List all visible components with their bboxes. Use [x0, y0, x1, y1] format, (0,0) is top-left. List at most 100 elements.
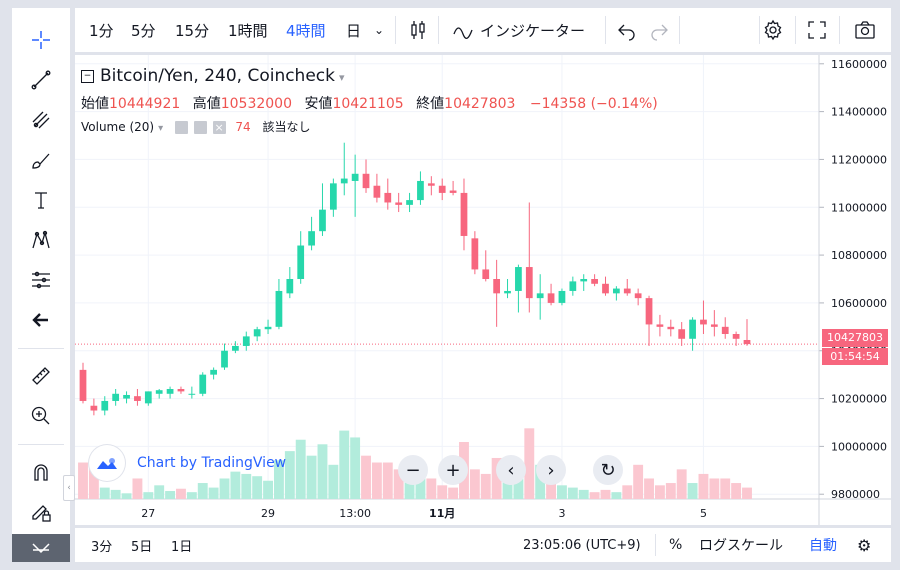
y-tick-label: 10600000 [831, 297, 887, 310]
candle-body [471, 238, 479, 270]
volume-bar [121, 493, 132, 499]
candle-body [264, 326, 272, 330]
candle-body [580, 279, 588, 282]
x-tick-label: 11月 [429, 507, 455, 520]
brush-tool-icon[interactable] [12, 142, 70, 178]
candle-body [417, 180, 424, 201]
volume-bar [567, 487, 578, 499]
camera-screenshot-icon[interactable] [853, 18, 877, 42]
candle-body [656, 324, 664, 327]
pitchfork-tool-icon[interactable] [12, 102, 70, 138]
zoom-in-icon[interactable] [12, 398, 70, 434]
volume-dropdown-icon[interactable]: ▾ [158, 123, 164, 134]
candle-body [340, 178, 348, 184]
interval-4h[interactable]: 4時間 [286, 21, 326, 40]
volume-bar [208, 487, 219, 499]
settings-gear-icon[interactable] [761, 18, 785, 42]
clock-timezone[interactable]: 23:05:06 (UTC+9) [523, 537, 641, 553]
volume-bar [622, 485, 633, 499]
range-3m[interactable]: 3分 [91, 539, 113, 555]
close-label: 終値 [416, 96, 445, 112]
interval-15m[interactable]: 15分 [175, 21, 210, 40]
scroll-left-button[interactable]: ‹ [496, 455, 526, 485]
undo-icon[interactable] [615, 18, 639, 42]
zoom-out-button[interactable]: − [398, 455, 428, 485]
volume-settings-icon[interactable] [193, 121, 207, 134]
volume-legend[interactable]: Volume (20) ▾ × 74 該当なし [81, 118, 311, 135]
volume-bar [665, 483, 676, 499]
volume-bar [709, 478, 720, 499]
high-label: 高値 [192, 96, 221, 112]
candle-style-icon[interactable] [406, 18, 430, 42]
volume-bar [263, 480, 273, 499]
range-1d[interactable]: 1日 [171, 539, 193, 555]
symbol-dropdown-icon[interactable]: ▾ [339, 71, 345, 84]
pattern-tool-icon[interactable] [12, 222, 70, 258]
collapse-panel-handle[interactable]: ‹ [63, 475, 75, 501]
percent-toggle[interactable]: % [669, 537, 683, 553]
indicators-button[interactable]: インジケーター [480, 21, 586, 40]
zoom-in-button[interactable]: + [438, 455, 468, 485]
auto-scale-toggle[interactable]: 自動 [809, 538, 837, 554]
open-value: 10444921 [109, 96, 181, 112]
range-5d[interactable]: 5日 [131, 539, 153, 555]
volume-bar [731, 483, 742, 499]
interval-5m[interactable]: 5分 [131, 21, 156, 40]
candle-body [384, 192, 392, 203]
tradingview-watermark[interactable]: Chart by TradingView [89, 445, 286, 481]
volume-bar [88, 464, 99, 499]
volume-bar [273, 460, 284, 499]
volume-visibility-icon[interactable] [174, 121, 188, 134]
chart-pane[interactable]: 11600000 11400000 11200000 11000000 10800000… [63, 55, 891, 525]
high-value: 10532000 [220, 96, 292, 112]
volume-na: 該当なし [262, 120, 311, 134]
close-value: 10427803 [444, 96, 516, 112]
magnet-icon[interactable] [12, 454, 70, 490]
open-label: 始値 [81, 96, 109, 112]
candle-body [406, 200, 413, 205]
tradingview-logo-icon [89, 445, 125, 481]
redo-icon[interactable] [647, 18, 671, 42]
candle-body [602, 283, 609, 294]
candle-body [700, 319, 707, 325]
interval-1h[interactable]: 1時間 [228, 21, 268, 40]
interval-dropdown-chevron-icon[interactable]: ⌄ [374, 23, 385, 37]
y-tick-label: 10000000 [831, 440, 887, 453]
symbol-title: Bitcoin/Yen, 240, Coincheck [100, 66, 335, 86]
volume-bar [502, 480, 513, 499]
symbol-legend[interactable]: − Bitcoin/Yen, 240, Coincheck ▾ [81, 66, 345, 86]
volume-bar [317, 444, 328, 499]
y-tick-label: 11400000 [831, 106, 887, 119]
candle-body [547, 293, 555, 303]
candle-body [362, 173, 370, 189]
indicators-icon[interactable] [451, 18, 475, 42]
scroll-right-button[interactable]: › [536, 455, 566, 485]
log-scale-toggle[interactable]: ログスケール [699, 538, 783, 554]
collapse-legend-icon[interactable]: − [81, 69, 94, 83]
low-label: 安値 [304, 96, 333, 112]
volume-bar [491, 457, 502, 499]
interval-1d[interactable]: 日 [346, 21, 362, 40]
volume-bar [557, 485, 567, 499]
hide-drawings-icon[interactable] [12, 534, 70, 562]
forecast-tool-icon[interactable] [12, 262, 70, 298]
lock-drawing-icon[interactable] [12, 494, 70, 530]
back-arrow-icon[interactable] [12, 302, 70, 338]
crosshair-tool-icon[interactable] [12, 22, 70, 58]
candle-body [242, 336, 250, 346]
trend-line-tool-icon[interactable] [12, 62, 70, 98]
reset-chart-button[interactable]: ↻ [593, 455, 623, 485]
volume-bar [284, 451, 295, 499]
candle-body [645, 298, 653, 325]
interval-1m[interactable]: 1分 [89, 21, 114, 40]
text-tool-icon[interactable] [12, 182, 70, 218]
fullscreen-icon[interactable] [805, 18, 829, 42]
volume-bar [687, 483, 698, 499]
volume-bar [600, 489, 611, 499]
volume-remove-icon[interactable]: × [212, 121, 226, 134]
ohlc-values: 始値10444921 高値10532000 安値10421105 終値10427… [81, 93, 658, 113]
ruler-icon[interactable] [12, 358, 70, 394]
candle-body [90, 405, 98, 411]
axis-settings-gear-icon[interactable]: ⚙ [857, 535, 872, 555]
volume-bar [328, 464, 339, 499]
